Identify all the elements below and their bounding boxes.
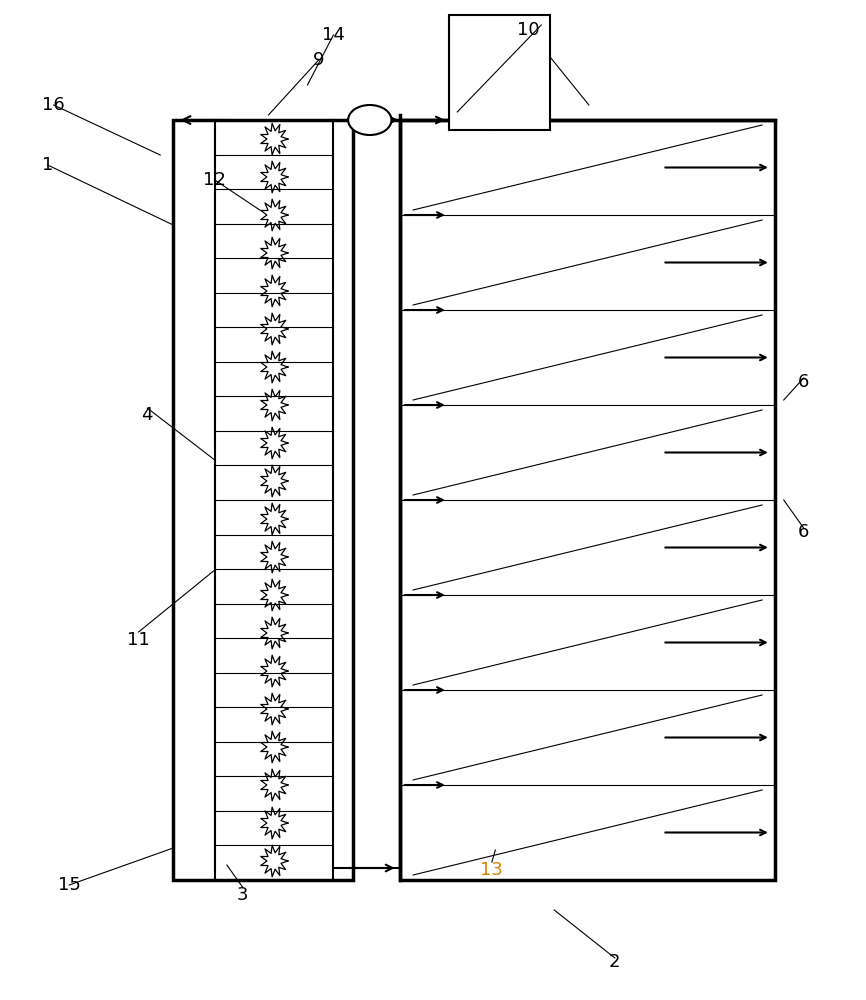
Text: 14: 14 [322, 26, 345, 44]
Text: 6: 6 [798, 373, 810, 391]
Bar [449, 15, 550, 130]
Text: 12: 12 [204, 171, 226, 189]
Text: 16: 16 [42, 96, 65, 114]
Ellipse shape [348, 105, 391, 135]
Text: 2: 2 [609, 953, 621, 971]
Text: 1: 1 [42, 156, 54, 174]
Text: 9: 9 [313, 51, 325, 69]
Text: 4: 4 [141, 406, 153, 424]
Text: 15: 15 [58, 876, 81, 894]
Text: 3: 3 [236, 886, 249, 904]
Text: 10: 10 [517, 21, 540, 39]
Text: 6: 6 [798, 523, 810, 541]
Bar [400, 120, 775, 880]
Text: 13: 13 [481, 861, 503, 879]
Text: 11: 11 [127, 631, 150, 649]
Bar [173, 120, 353, 880]
